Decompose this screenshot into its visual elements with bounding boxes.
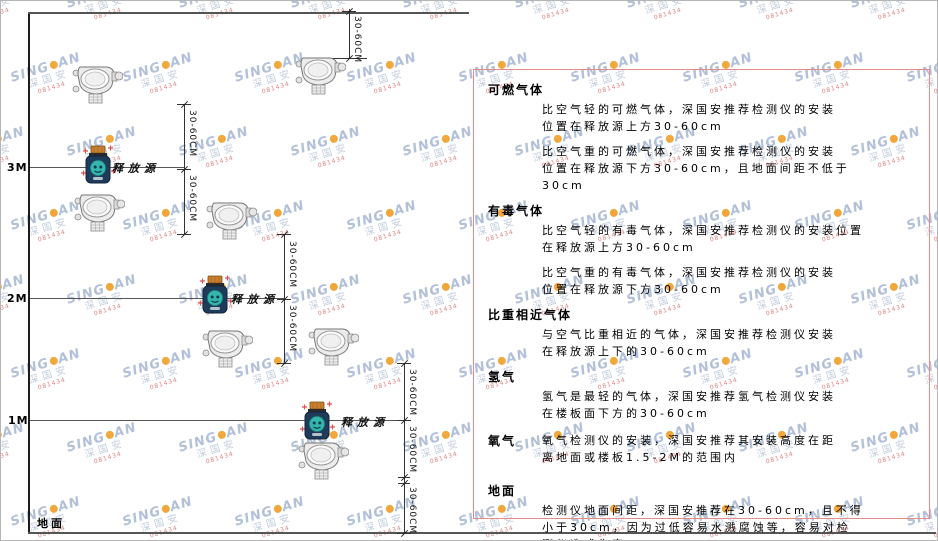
leader-2m <box>30 298 284 299</box>
detector-svg <box>72 66 124 104</box>
ground-label: 地面 <box>37 517 65 530</box>
section-paragraph: 氧气检测仪的安装，深国安推荐其安装高度在距 离地面或楼板1.5-2M的范围内 <box>542 434 836 464</box>
axis-label-3m: 3M <box>7 161 28 174</box>
wall-axis-line <box>28 13 30 534</box>
release-source-label: 释放源 <box>341 416 389 429</box>
detector-svg <box>74 194 126 232</box>
section-paragraph: 比空气重的有毒气体，深国安推荐检测仪的安装 位置在释放源下方30-60cm <box>542 266 836 296</box>
section-heading: 有毒气体 <box>488 204 545 218</box>
detector-svg <box>206 202 258 240</box>
release-source-label: 释放源 <box>112 162 160 175</box>
gas-detector-icon <box>292 54 347 100</box>
section-heading: 比重相近气体 <box>488 308 573 322</box>
detector-svg <box>295 57 347 95</box>
section-paragraph: 与空气比重相近的气体，深国安推荐检测仪安装 在释放源上下的30-60cm <box>542 328 836 358</box>
ceiling-line <box>28 12 469 14</box>
section-heading: 氧气 <box>488 434 517 448</box>
release-source-svg <box>81 145 116 184</box>
dim-label: 30-60CM <box>187 110 197 158</box>
leader-1m <box>30 420 404 421</box>
dim-label: 30-60CM <box>407 487 417 535</box>
dim-line-1m <box>404 363 405 533</box>
dim-line-ceiling <box>349 9 350 58</box>
panel-section: 氧气 氧气检测仪的安装，深国安推荐其安装高度在距 离地面或楼板1.5-2M的范围内 <box>488 432 915 466</box>
panel-section: 地面检测仪地面间距，深国安推荐在30-60cm，且不得 小于30cm，因为过低容易… <box>488 482 915 540</box>
dim-label: 30-60CM <box>407 369 417 417</box>
gas-detector-icon <box>295 439 350 485</box>
panel-section: 有毒气体比空气轻的有毒气体，深国安推荐检测仪的安装位置 在释放源上方30-60cm… <box>488 202 915 298</box>
dim-label: 30-60CM <box>287 305 297 353</box>
release-source-svg <box>300 401 335 440</box>
info-panel: 可燃气体比空气轻的可燃气体，深国安推荐检测仪的安装 位置在释放源上方30-60cm… <box>473 69 930 540</box>
release-source-svg <box>198 275 233 314</box>
gas-detector-icon <box>71 191 126 237</box>
section-paragraph: 比空气轻的可燃气体，深国安推荐检测仪的安装 位置在释放源上方30-60cm <box>542 103 836 133</box>
release-source-icon <box>299 399 335 447</box>
release-source-icon <box>80 143 116 191</box>
gas-detector-icon <box>203 199 258 245</box>
gas-detector-icon <box>199 327 254 373</box>
panel-section: 氢气氢气是最轻的气体，深国安推荐氢气检测仪安装 在楼板面下方的30-60cm <box>488 368 915 422</box>
axis-label-2m: 2M <box>7 292 28 305</box>
dim-label: 30-60CM <box>287 241 297 289</box>
section-heading: 可燃气体 <box>488 83 545 97</box>
panel-section: 比重相近气体与空气比重相近的气体，深国安推荐检测仪安装 在释放源上下的30-60c… <box>488 306 915 360</box>
detector-svg <box>298 442 350 480</box>
section-heading: 氢气 <box>488 370 517 384</box>
detector-svg <box>308 328 360 366</box>
release-source-icon <box>197 273 233 321</box>
section-heading: 地面 <box>488 484 517 498</box>
ground-line <box>28 532 936 534</box>
detector-svg <box>202 330 254 368</box>
dim-label: 30-60CM <box>187 175 197 223</box>
dim-label: 30-60CM <box>352 16 362 64</box>
panel-section: 可燃气体比空气轻的可燃气体，深国安推荐检测仪的安装 位置在释放源上方30-60cm… <box>488 81 915 194</box>
dim-label: 30-60CM <box>407 426 417 474</box>
section-paragraph: 比空气轻的有毒气体，深国安推荐检测仪的安装位置 在释放源上方30-60cm <box>542 224 864 254</box>
section-paragraph: 比空气重的可燃气体，深国安推荐检测仪的安装 位置在释放源下方30-60cm，且地面… <box>542 145 850 192</box>
gas-detector-icon <box>305 325 360 371</box>
release-source-label: 释放源 <box>231 293 279 306</box>
section-paragraph: 检测仪地面间距，深国安推荐在30-60cm，且不得 小于30cm，因为过低容易水溅… <box>542 504 864 540</box>
axis-label-1m: 1M <box>8 414 29 427</box>
gas-detector-icon <box>69 63 124 109</box>
section-paragraph: 氢气是最轻的气体，深国安推荐氢气检测仪安装 在楼板面下方的30-60cm <box>542 390 836 420</box>
